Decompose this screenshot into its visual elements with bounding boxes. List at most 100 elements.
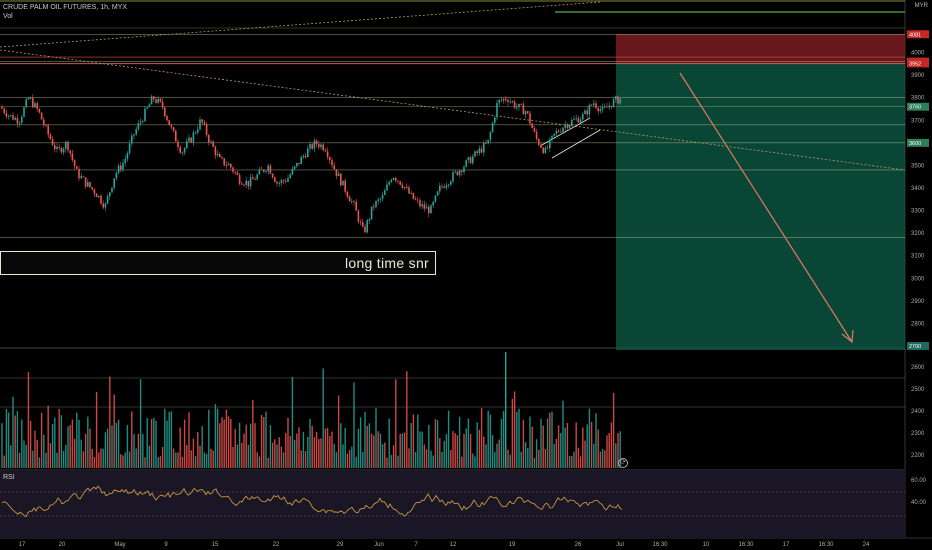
candle-body [590,104,593,106]
trend-line [0,1,601,48]
volume-bar [157,457,159,468]
volume-bar [241,442,243,468]
symbol-title[interactable]: CRUDE PALM OIL FUTURES, 1h, MYX [3,4,128,11]
candle-body [441,185,443,187]
candle-body [302,155,305,157]
candle-body [14,117,16,120]
candle-body [238,174,241,184]
candle-body [331,160,333,166]
volume-bar [604,450,606,468]
candle-body [232,167,234,172]
candle-body [65,141,67,149]
volume-bar [183,419,186,468]
price-tag-label: 3952 [909,61,921,67]
volume-bar [186,445,188,468]
volume-bar [593,443,595,468]
volume-bar [194,456,197,468]
candle-body [71,153,74,160]
volume-bar [82,451,85,468]
candle-body [54,145,56,150]
volume-bar [291,377,294,468]
rsi-panel-bg [0,470,905,538]
candle-body [309,144,311,149]
candle-body [511,101,514,103]
candle-body [421,204,423,207]
volume-bar [586,424,588,468]
volume-bar [344,428,346,468]
channel-line [551,129,601,159]
candle-body [513,101,516,108]
volume-bar [406,371,408,468]
volume-bar [456,435,459,468]
candle-body [505,98,507,101]
candle-body [82,176,85,178]
volume-bar [190,450,192,468]
price-tick-label: 3800 [911,96,925,102]
volume-bar [234,428,236,468]
candle-body [190,137,192,143]
volume-bar [540,418,542,468]
volume-bar [205,453,208,468]
volume-bar [373,435,375,468]
volume-bar [381,444,384,468]
candle-body [1,106,3,109]
candle-body [285,180,287,182]
snr-label-box[interactable]: long time snr [0,251,436,275]
volume-bar [287,417,289,468]
volume-bar [595,413,597,468]
volume-bar [392,445,395,468]
time-tick-label: 12 [450,542,457,548]
volume-bar [67,426,69,468]
volume-bar [498,439,500,468]
volume-bar [412,414,415,468]
candle-body [491,122,494,133]
volume-bar [258,456,261,468]
volume-bar [496,443,498,468]
candle-body [10,114,12,116]
volume-bar [428,424,430,468]
candle-body [447,184,450,186]
candle-body [12,114,14,120]
candle-body [340,173,342,186]
candle-body [260,169,263,171]
volume-bar [16,411,19,468]
volume-bar [1,423,3,468]
candle-body [557,130,560,132]
candle-body [386,184,388,191]
candle-body [619,98,621,104]
rsi-indicator-label[interactable]: RSI [3,474,15,481]
volume-bar [351,446,353,468]
candle-body [489,132,492,140]
candle-body [425,206,428,209]
volume-indicator-label[interactable]: Vol [3,13,13,20]
candle-body [599,109,602,112]
volume-bar [256,452,258,468]
volume-bar [509,454,511,468]
candle-body [359,221,362,223]
candle-body [25,99,27,108]
volume-bar [489,414,492,468]
volume-bar [93,457,96,468]
take-profit-zone [616,63,905,351]
candle-body [586,110,588,115]
candle-body [362,222,364,227]
candle-body [23,107,25,117]
volume-bar [579,456,582,468]
volume-bar [89,428,91,468]
candle-body [551,135,553,140]
volume-tick-label: 2300 [911,431,925,437]
candle-body [201,119,203,123]
volume-bar [254,423,256,468]
volume-bar [573,451,575,468]
candle-body [60,147,63,153]
candle-body [135,129,137,135]
volume-bar [298,427,300,468]
trend-line [0,49,906,171]
volume-bar [313,437,316,468]
candle-body [584,110,586,115]
volume-bar [40,412,43,468]
refresh-icon[interactable]: ⟳ [618,458,628,468]
candle-body [549,139,551,149]
